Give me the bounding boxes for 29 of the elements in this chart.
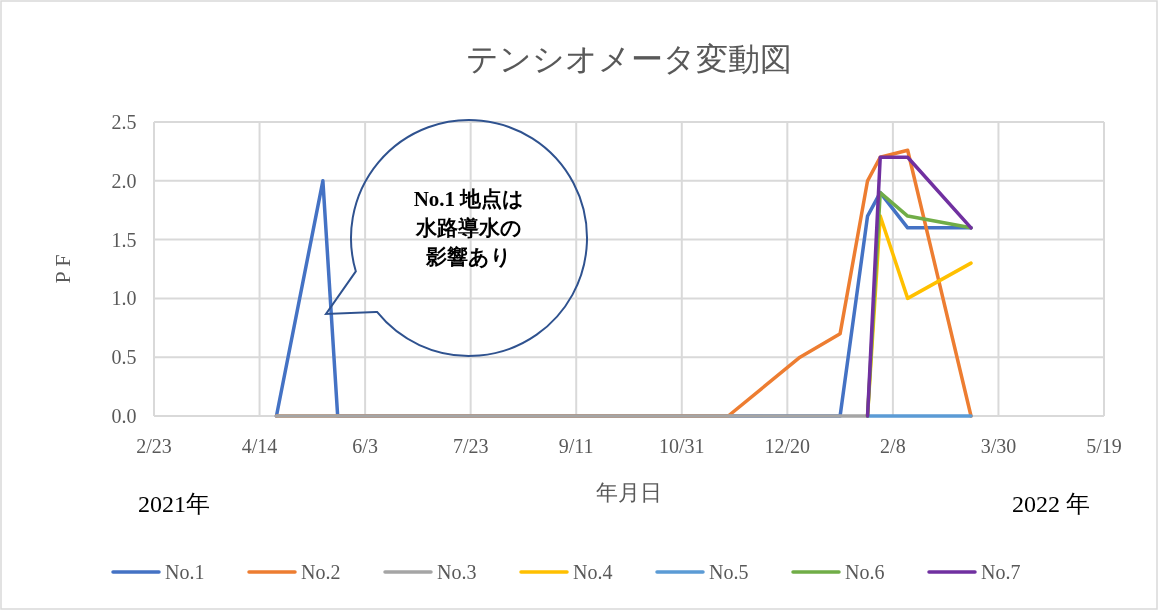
x-tick-label: 10/31 xyxy=(659,435,705,457)
legend-label: No.1 xyxy=(165,561,205,583)
x-axis-title: 年月日 xyxy=(596,480,662,505)
x-tick-label: 12/20 xyxy=(764,435,811,457)
legend-label: No.5 xyxy=(709,561,749,583)
x-tick-label: 2/23 xyxy=(136,435,172,457)
y-tick-label: 2.5 xyxy=(111,111,137,133)
y-tick-label: 1.5 xyxy=(111,228,137,251)
y-axis-title: P F xyxy=(50,254,75,284)
legend-label: No.4 xyxy=(573,561,613,583)
x-tick-label: 2/8 xyxy=(880,435,906,457)
y-tick-label: 1.0 xyxy=(111,287,137,310)
legend-label: No.6 xyxy=(845,561,885,583)
legend-label: No.7 xyxy=(981,561,1021,583)
y-tick-label: 2.0 xyxy=(111,169,137,192)
x-tick-label: 3/30 xyxy=(980,435,1017,457)
text: 2022 年 xyxy=(1012,491,1090,517)
text: 2021年 xyxy=(138,491,210,517)
x-tick-label: 6/3 xyxy=(352,435,378,457)
x-tick-label: 9/11 xyxy=(558,435,594,457)
legend-label: No.2 xyxy=(301,561,341,583)
legend-label: No.3 xyxy=(437,561,477,583)
chart-title: テンシオメータ変動図 xyxy=(466,41,792,77)
annotation: No.1 地点は水路導水の影響あり xyxy=(413,187,525,269)
x-tick-label: 7/23 xyxy=(452,435,489,457)
y-tick-label: 0.5 xyxy=(111,346,137,369)
y-tick-label: 0.0 xyxy=(111,405,137,427)
x-tick-label: 5/19 xyxy=(1086,435,1122,457)
x-tick-label: 4/14 xyxy=(241,435,278,457)
